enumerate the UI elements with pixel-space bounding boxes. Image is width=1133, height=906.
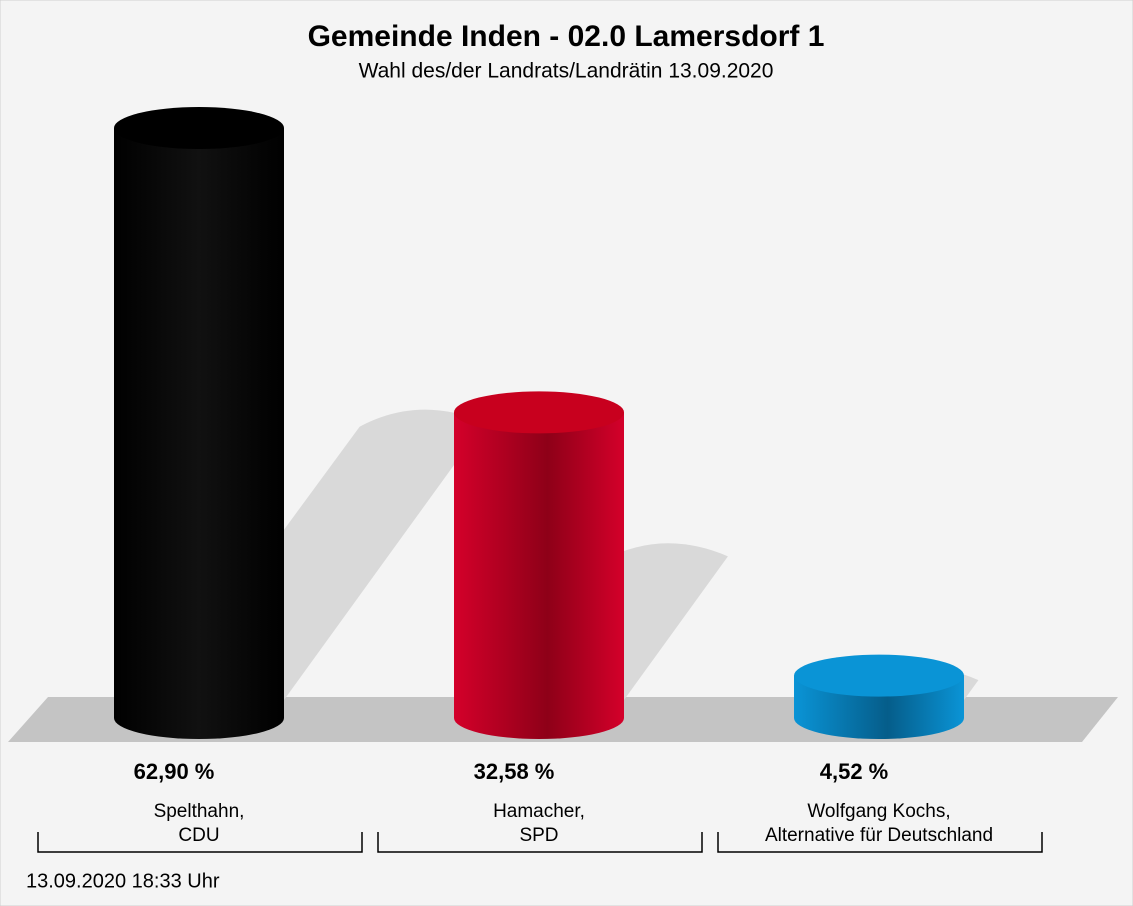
- cylinder: [454, 391, 624, 739]
- chart-subtitle: Wahl des/der Landrats/Landrätin 13.09.20…: [359, 60, 774, 83]
- cylinder-body: [114, 127, 284, 740]
- x-tick-label: Wolfgang Kochs, Alternative für Deutschla…: [765, 801, 993, 846]
- cylinder-body: [454, 412, 624, 739]
- bracket: [717, 832, 1043, 853]
- cylinder-top: [794, 654, 964, 697]
- cylinder: [114, 106, 284, 740]
- bracket: [37, 832, 363, 853]
- cylinder-top: [114, 106, 284, 149]
- x-tick-label: Spelthahn, CDU: [154, 801, 245, 846]
- footnote: 13.09.2020 18:33 Uhr: [26, 870, 220, 892]
- bracket: [377, 832, 703, 853]
- value-label: 62,90 %: [134, 759, 215, 784]
- value-label: 4,52 %: [820, 759, 889, 784]
- value-label: 32,58 %: [474, 759, 555, 784]
- cylinder: [794, 654, 964, 739]
- cylinder-top: [454, 391, 624, 434]
- chart-title: Gemeinde Inden - 02.0 Lamersdorf 1: [308, 20, 825, 53]
- x-tick-label: Hamacher, SPD: [493, 801, 585, 846]
